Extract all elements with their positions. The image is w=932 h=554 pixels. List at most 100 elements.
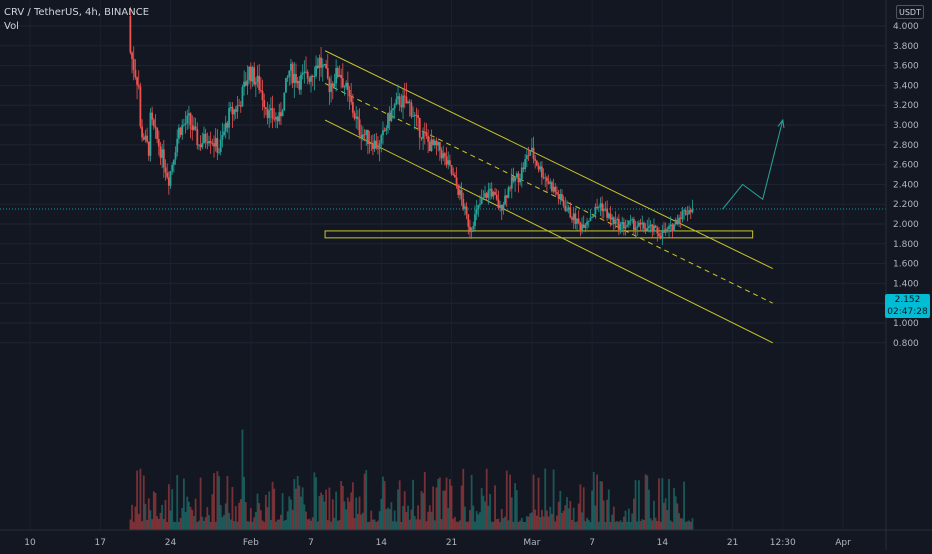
volume-bar (161, 505, 163, 530)
volume-bar (671, 522, 673, 530)
candle-body (313, 76, 315, 77)
volume-bar (168, 484, 170, 530)
candle-body (606, 209, 608, 218)
volume-bar (613, 507, 615, 530)
volume-bar (573, 508, 575, 530)
candle-body (456, 177, 458, 185)
candle-body (534, 159, 536, 161)
candle-body (206, 142, 208, 143)
volume-bar (660, 522, 662, 530)
volume-bar (675, 496, 677, 530)
candle-body (232, 107, 234, 114)
volume-bar (364, 474, 366, 530)
candle-body (523, 168, 525, 169)
volume-bar (317, 521, 319, 530)
volume-bar (651, 520, 653, 530)
volume-bar (462, 469, 464, 530)
candle-body (412, 116, 414, 117)
y-tick-label: 3.600 (893, 62, 919, 72)
volume-bar (610, 522, 612, 530)
x-tick-label: 17 (95, 538, 106, 548)
candle-body (497, 199, 499, 208)
volume-bar (298, 486, 300, 530)
candle-body (554, 187, 556, 192)
candle-body (528, 155, 530, 156)
volume-bar (663, 503, 665, 530)
candle-body (539, 166, 541, 169)
candle-body (561, 194, 563, 201)
volume-bar (593, 472, 595, 530)
volume-bar (235, 506, 237, 530)
candle-body (581, 224, 583, 230)
candle-body (610, 214, 612, 220)
volume-bar (193, 516, 195, 530)
candle-body (220, 140, 222, 152)
candle-body (297, 81, 299, 83)
symbol-title[interactable]: CRV / TetherUS, 4h, BINANCE (4, 6, 149, 20)
candle-body (511, 176, 513, 188)
candle-body (508, 188, 510, 198)
candle-body (146, 136, 148, 142)
volume-bar (411, 510, 413, 530)
volume-bar (676, 504, 678, 530)
volume-bar (260, 510, 262, 530)
candle-body (553, 187, 555, 192)
volume-bar (479, 512, 481, 530)
candle-body (472, 226, 474, 229)
volume-bar (349, 502, 351, 530)
volume-bar (228, 513, 230, 530)
candle-body (303, 72, 305, 73)
candle-body (648, 226, 650, 228)
volume-bar (133, 522, 135, 530)
candle-body (180, 128, 182, 135)
volume-bar (692, 518, 694, 530)
candle-body (221, 135, 223, 140)
candle-body (257, 76, 259, 82)
volume-bar (653, 501, 655, 530)
candle-body (477, 205, 479, 209)
volume-bar (203, 521, 205, 530)
candle-body (364, 134, 366, 135)
candle-body (494, 192, 496, 195)
candle-body (687, 214, 689, 215)
volume-bar (492, 522, 494, 530)
candle-body (593, 214, 595, 217)
x-tick-label: 7 (589, 538, 595, 548)
volume-bar (466, 522, 468, 530)
candle-body (524, 159, 526, 169)
candle-body (641, 223, 643, 225)
volume-bar (344, 501, 346, 530)
candle-body (325, 64, 327, 68)
candle-body (584, 225, 586, 228)
candle-body (623, 222, 625, 228)
candle-body (514, 177, 516, 181)
last-price-tag: 2.152 02:47:28 (885, 294, 930, 318)
candle-body (578, 219, 580, 223)
currency-badge[interactable]: USDT (896, 5, 924, 19)
volume-bar (200, 478, 202, 530)
volume-bar (431, 512, 433, 530)
candle-body (536, 161, 538, 166)
volume-bar (211, 494, 213, 530)
candle-body (136, 77, 138, 85)
volume-bar (586, 518, 588, 530)
volume-bar (290, 500, 292, 530)
candle-body (452, 174, 454, 175)
candle-body (481, 198, 483, 203)
candle-body (255, 82, 257, 84)
candle-body (310, 76, 312, 82)
y-tick-label: 3.200 (893, 101, 919, 111)
volume-indicator-label[interactable]: Vol (4, 20, 149, 34)
candle-body (682, 211, 684, 219)
volume-bar (379, 511, 381, 530)
candle-body (620, 224, 622, 230)
y-tick-label: 2.000 (893, 220, 919, 230)
candle-body (643, 223, 645, 229)
volume-bar (630, 522, 632, 530)
volume-bar (367, 522, 369, 530)
x-tick-label: Mar (523, 538, 540, 548)
volume-bar (372, 520, 374, 530)
volume-bar (258, 503, 260, 530)
